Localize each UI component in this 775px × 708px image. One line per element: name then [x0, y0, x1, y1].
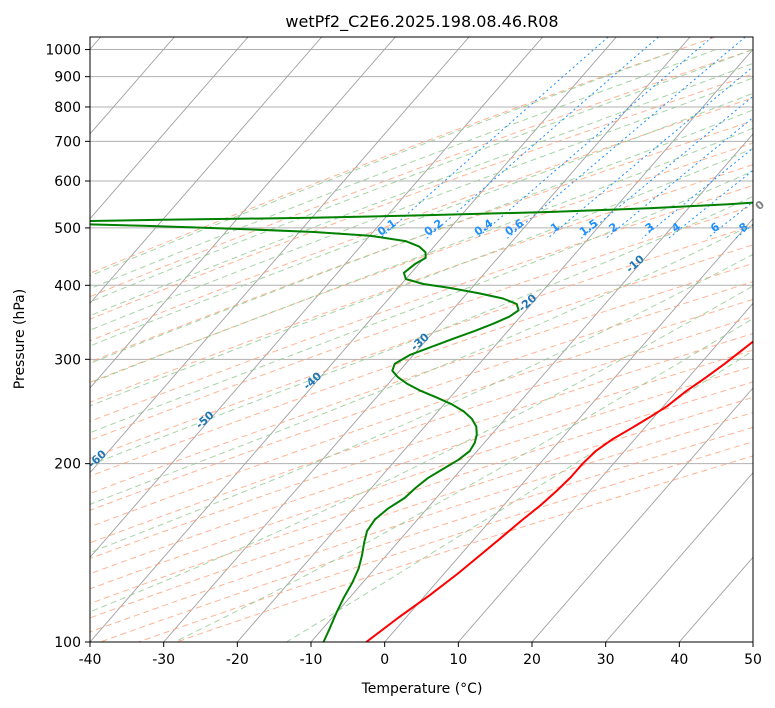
- skewed-isotherm: [90, 37, 249, 220]
- y-tick-label: 500: [54, 221, 81, 237]
- x-tick-label: -40: [79, 652, 102, 668]
- x-tick-label: 0: [380, 652, 389, 668]
- skewed-isotherms: [90, 37, 753, 642]
- dry-adiabat: [90, 298, 753, 528]
- y-tick-label: 1000: [45, 43, 81, 59]
- y-tick-label: 300: [54, 352, 81, 368]
- x-axis-label: Temperature (°C): [361, 681, 483, 697]
- y-tick-label: 900: [54, 70, 81, 86]
- x-tick-label: 50: [744, 652, 762, 668]
- y-tick-label: 700: [54, 134, 81, 150]
- skewed-isotherm: [90, 37, 544, 559]
- moist-adiabat: [90, 49, 753, 303]
- x-tick-label: -20: [226, 652, 249, 668]
- skewed-isotherm: [236, 48, 753, 642]
- y-tick-label: 200: [54, 457, 81, 473]
- moist-adiabat: [90, 195, 753, 466]
- mixing-ratio-line: [506, 37, 746, 239]
- skewed-isotherm: [90, 37, 617, 642]
- chart-title: wetPf2_C2E6.2025.198.08.46.R08: [285, 12, 558, 32]
- moist-adiabat: [90, 77, 753, 331]
- dry-adiabat: [90, 244, 753, 477]
- skewed-isotherm: [90, 37, 396, 389]
- mixing-ratio-line: [379, 37, 609, 239]
- dry-adiabat: [90, 281, 753, 511]
- skewed-isotherm: [90, 37, 323, 304]
- mixing-ratio-line: [706, 201, 753, 239]
- x-tick-label: -30: [152, 652, 175, 668]
- y-tick-label: 600: [54, 174, 81, 190]
- skewed-isotherm: [163, 37, 691, 642]
- moist-adiabat: [90, 147, 753, 407]
- y-axis-label: Pressure (hPa): [12, 289, 28, 389]
- mixing-ratio-line: [426, 37, 659, 239]
- moist-adiabat: [90, 109, 753, 364]
- mixing-ratio-line: [476, 37, 713, 239]
- dry-adiabat: [90, 381, 753, 605]
- mixing-ratio-lines: [379, 37, 753, 239]
- y-tick-label: 800: [54, 100, 81, 116]
- dry-adiabat: [90, 316, 753, 544]
- moist-adiabat: [90, 253, 753, 554]
- plot-frame: [89, 36, 754, 643]
- moist-adiabat: [90, 49, 680, 277]
- y-tick-label: 400: [54, 278, 81, 294]
- x-tick-label: 40: [670, 652, 688, 668]
- dry-adiabat: [90, 365, 753, 590]
- moist-adiabat: [90, 92, 753, 347]
- skewed-isotherm: [90, 37, 470, 474]
- dry-adiabat: [90, 262, 753, 495]
- temperature-line: [365, 340, 753, 642]
- y-tick-label: 100: [54, 635, 81, 651]
- profile-series: [90, 201, 753, 642]
- moist-adiabats: [90, 49, 753, 642]
- dry-adiabat: [90, 333, 753, 560]
- x-axis-ticks: -40 -30 -20 -10 0 10 20 30 40 50: [79, 642, 762, 668]
- skewed-isotherm: [457, 302, 753, 642]
- y-axis-ticks: 100 200 300 400 500 600 700 800 900 1000: [45, 43, 90, 651]
- dry-adiabat: [90, 349, 753, 575]
- x-tick-label: -10: [300, 652, 323, 668]
- x-tick-label: 30: [597, 652, 615, 668]
- mixing-ratio-line: [605, 117, 753, 239]
- dry-adiabat: [90, 73, 753, 320]
- plot-area: [90, 37, 753, 642]
- x-tick-label: 20: [523, 652, 541, 668]
- moist-adiabat: [90, 170, 753, 434]
- skewed-isotherm: [605, 471, 753, 642]
- moist-adiabat: [90, 223, 753, 505]
- x-tick-label: 10: [449, 652, 467, 668]
- moist-adiabat: [90, 49, 717, 290]
- skewed-isotherm: [531, 387, 753, 642]
- dewpoint-line: [90, 201, 753, 642]
- moist-adiabat: [90, 62, 753, 317]
- dry-adiabat: [90, 48, 753, 298]
- skewed-isotherm: [384, 217, 753, 642]
